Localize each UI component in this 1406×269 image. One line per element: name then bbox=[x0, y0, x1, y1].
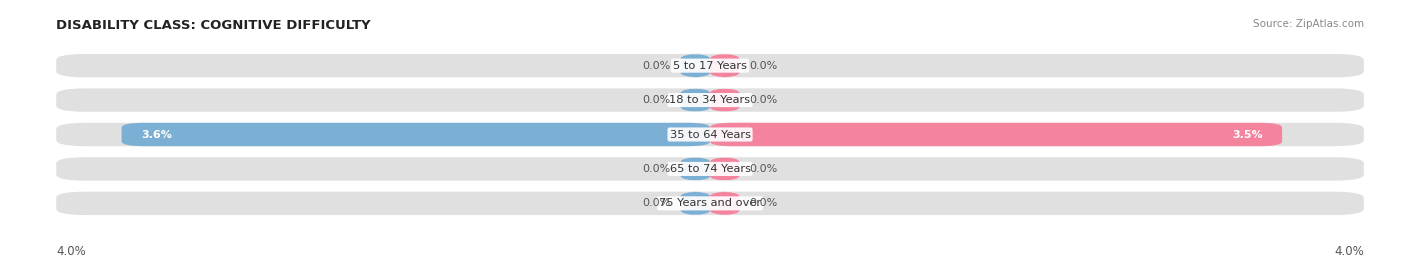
FancyBboxPatch shape bbox=[710, 157, 740, 181]
Text: DISABILITY CLASS: COGNITIVE DIFFICULTY: DISABILITY CLASS: COGNITIVE DIFFICULTY bbox=[56, 19, 371, 32]
Text: 75 Years and over: 75 Years and over bbox=[659, 198, 761, 208]
FancyBboxPatch shape bbox=[56, 88, 1364, 112]
Text: 4.0%: 4.0% bbox=[56, 245, 86, 258]
FancyBboxPatch shape bbox=[56, 54, 1364, 77]
FancyBboxPatch shape bbox=[681, 88, 710, 112]
FancyBboxPatch shape bbox=[710, 123, 1282, 146]
Text: 3.5%: 3.5% bbox=[1232, 129, 1263, 140]
Text: 5 to 17 Years: 5 to 17 Years bbox=[673, 61, 747, 71]
Text: 0.0%: 0.0% bbox=[643, 198, 671, 208]
Text: 4.0%: 4.0% bbox=[1334, 245, 1364, 258]
Text: 65 to 74 Years: 65 to 74 Years bbox=[669, 164, 751, 174]
FancyBboxPatch shape bbox=[56, 192, 1364, 215]
Text: 0.0%: 0.0% bbox=[643, 95, 671, 105]
Text: 0.0%: 0.0% bbox=[749, 164, 778, 174]
FancyBboxPatch shape bbox=[56, 157, 1364, 181]
Text: Source: ZipAtlas.com: Source: ZipAtlas.com bbox=[1253, 19, 1364, 29]
FancyBboxPatch shape bbox=[122, 123, 710, 146]
FancyBboxPatch shape bbox=[710, 88, 740, 112]
FancyBboxPatch shape bbox=[681, 192, 710, 215]
Text: 0.0%: 0.0% bbox=[643, 61, 671, 71]
Text: 3.6%: 3.6% bbox=[141, 129, 172, 140]
FancyBboxPatch shape bbox=[681, 54, 710, 77]
FancyBboxPatch shape bbox=[710, 192, 740, 215]
Text: 0.0%: 0.0% bbox=[643, 164, 671, 174]
Text: 35 to 64 Years: 35 to 64 Years bbox=[669, 129, 751, 140]
Text: 18 to 34 Years: 18 to 34 Years bbox=[669, 95, 751, 105]
Text: 0.0%: 0.0% bbox=[749, 61, 778, 71]
Text: 0.0%: 0.0% bbox=[749, 95, 778, 105]
FancyBboxPatch shape bbox=[710, 54, 740, 77]
FancyBboxPatch shape bbox=[56, 123, 1364, 146]
Text: 0.0%: 0.0% bbox=[749, 198, 778, 208]
FancyBboxPatch shape bbox=[681, 157, 710, 181]
